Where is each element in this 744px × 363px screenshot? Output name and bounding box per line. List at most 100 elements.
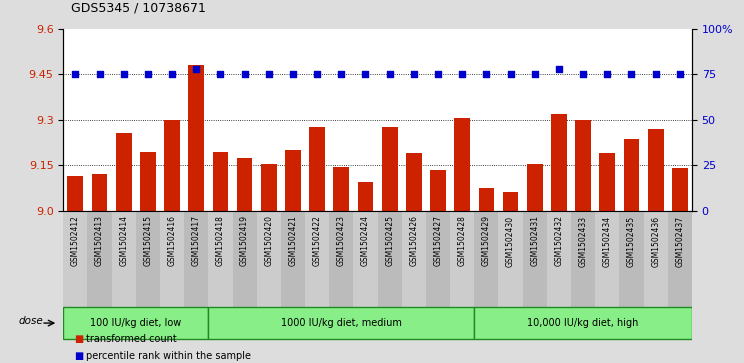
- Bar: [92, 174, 107, 211]
- Text: GSM1502412: GSM1502412: [71, 215, 80, 266]
- Point: [432, 72, 444, 77]
- Text: GSM1502419: GSM1502419: [240, 215, 249, 266]
- Text: GSM1502426: GSM1502426: [409, 215, 418, 266]
- Bar: [281, 211, 305, 309]
- Bar: [527, 164, 542, 211]
- Point: [456, 72, 468, 77]
- Bar: [285, 150, 301, 211]
- Bar: [668, 211, 692, 309]
- Text: GSM1502413: GSM1502413: [95, 215, 104, 266]
- Point: [336, 72, 347, 77]
- Bar: [140, 152, 155, 211]
- Bar: [358, 182, 373, 211]
- Point: [142, 72, 154, 77]
- Bar: [160, 211, 185, 309]
- Text: GSM1502422: GSM1502422: [312, 215, 321, 266]
- Bar: [619, 211, 644, 309]
- Point: [674, 72, 686, 77]
- Text: GSM1502435: GSM1502435: [627, 215, 636, 266]
- Point: [650, 72, 661, 77]
- Bar: [426, 211, 450, 309]
- Point: [94, 72, 106, 77]
- Point: [626, 72, 638, 77]
- Text: 100 IU/kg diet, low: 100 IU/kg diet, low: [90, 318, 182, 328]
- Bar: [68, 176, 83, 211]
- Text: ■: ■: [74, 334, 83, 344]
- Bar: [257, 211, 281, 309]
- Point: [601, 72, 613, 77]
- Text: GSM1502417: GSM1502417: [192, 215, 201, 266]
- Text: GSM1502421: GSM1502421: [289, 215, 298, 266]
- Bar: [478, 188, 494, 211]
- Bar: [63, 211, 88, 309]
- Bar: [232, 211, 257, 309]
- Bar: [310, 127, 325, 211]
- Point: [190, 66, 202, 72]
- Bar: [112, 211, 136, 309]
- Text: GSM1502416: GSM1502416: [167, 215, 176, 266]
- Text: GSM1502418: GSM1502418: [216, 215, 225, 266]
- Bar: [547, 211, 571, 309]
- Text: percentile rank within the sample: percentile rank within the sample: [86, 351, 251, 361]
- Text: GSM1502433: GSM1502433: [579, 215, 588, 266]
- Text: 1000 IU/kg diet, medium: 1000 IU/kg diet, medium: [281, 318, 402, 328]
- Bar: [503, 192, 519, 211]
- Text: GSM1502430: GSM1502430: [506, 215, 515, 266]
- Bar: [208, 211, 232, 309]
- Bar: [644, 211, 668, 309]
- Text: GSM1502437: GSM1502437: [676, 215, 684, 266]
- Text: ■: ■: [74, 351, 83, 361]
- Text: GSM1502414: GSM1502414: [119, 215, 128, 266]
- Point: [214, 72, 226, 77]
- Text: GSM1502434: GSM1502434: [603, 215, 612, 266]
- Point: [408, 72, 420, 77]
- Bar: [575, 120, 591, 211]
- Bar: [329, 211, 353, 309]
- Point: [263, 72, 275, 77]
- Point: [287, 72, 299, 77]
- Bar: [261, 164, 277, 211]
- Text: GSM1502425: GSM1502425: [385, 215, 394, 266]
- Point: [384, 72, 396, 77]
- Bar: [213, 152, 228, 211]
- Bar: [136, 211, 160, 309]
- Point: [577, 72, 589, 77]
- Bar: [672, 168, 687, 211]
- Bar: [571, 211, 595, 309]
- Bar: [164, 120, 180, 211]
- Point: [504, 72, 516, 77]
- Text: GSM1502423: GSM1502423: [337, 215, 346, 266]
- FancyBboxPatch shape: [208, 307, 475, 339]
- Bar: [475, 211, 498, 309]
- Point: [529, 72, 541, 77]
- Text: GSM1502424: GSM1502424: [361, 215, 370, 266]
- Point: [166, 72, 178, 77]
- Bar: [455, 118, 470, 211]
- Point: [359, 72, 371, 77]
- Text: GSM1502432: GSM1502432: [554, 215, 563, 266]
- Bar: [188, 65, 204, 211]
- Bar: [648, 129, 664, 211]
- Text: GSM1502428: GSM1502428: [458, 215, 466, 266]
- Point: [481, 72, 493, 77]
- Bar: [378, 211, 402, 309]
- Point: [553, 66, 565, 72]
- Bar: [450, 211, 475, 309]
- Bar: [353, 211, 378, 309]
- Text: GSM1502415: GSM1502415: [144, 215, 153, 266]
- FancyBboxPatch shape: [475, 307, 692, 339]
- Text: GSM1502420: GSM1502420: [264, 215, 273, 266]
- Bar: [522, 211, 547, 309]
- Point: [118, 72, 129, 77]
- Text: GSM1502436: GSM1502436: [651, 215, 660, 266]
- Bar: [600, 153, 615, 211]
- Point: [311, 72, 323, 77]
- Bar: [382, 127, 397, 211]
- Point: [239, 72, 251, 77]
- Bar: [551, 114, 567, 211]
- Text: 10,000 IU/kg diet, high: 10,000 IU/kg diet, high: [527, 318, 639, 328]
- Bar: [185, 211, 208, 309]
- Text: dose: dose: [19, 316, 43, 326]
- Bar: [498, 211, 522, 309]
- Text: transformed count: transformed count: [86, 334, 176, 344]
